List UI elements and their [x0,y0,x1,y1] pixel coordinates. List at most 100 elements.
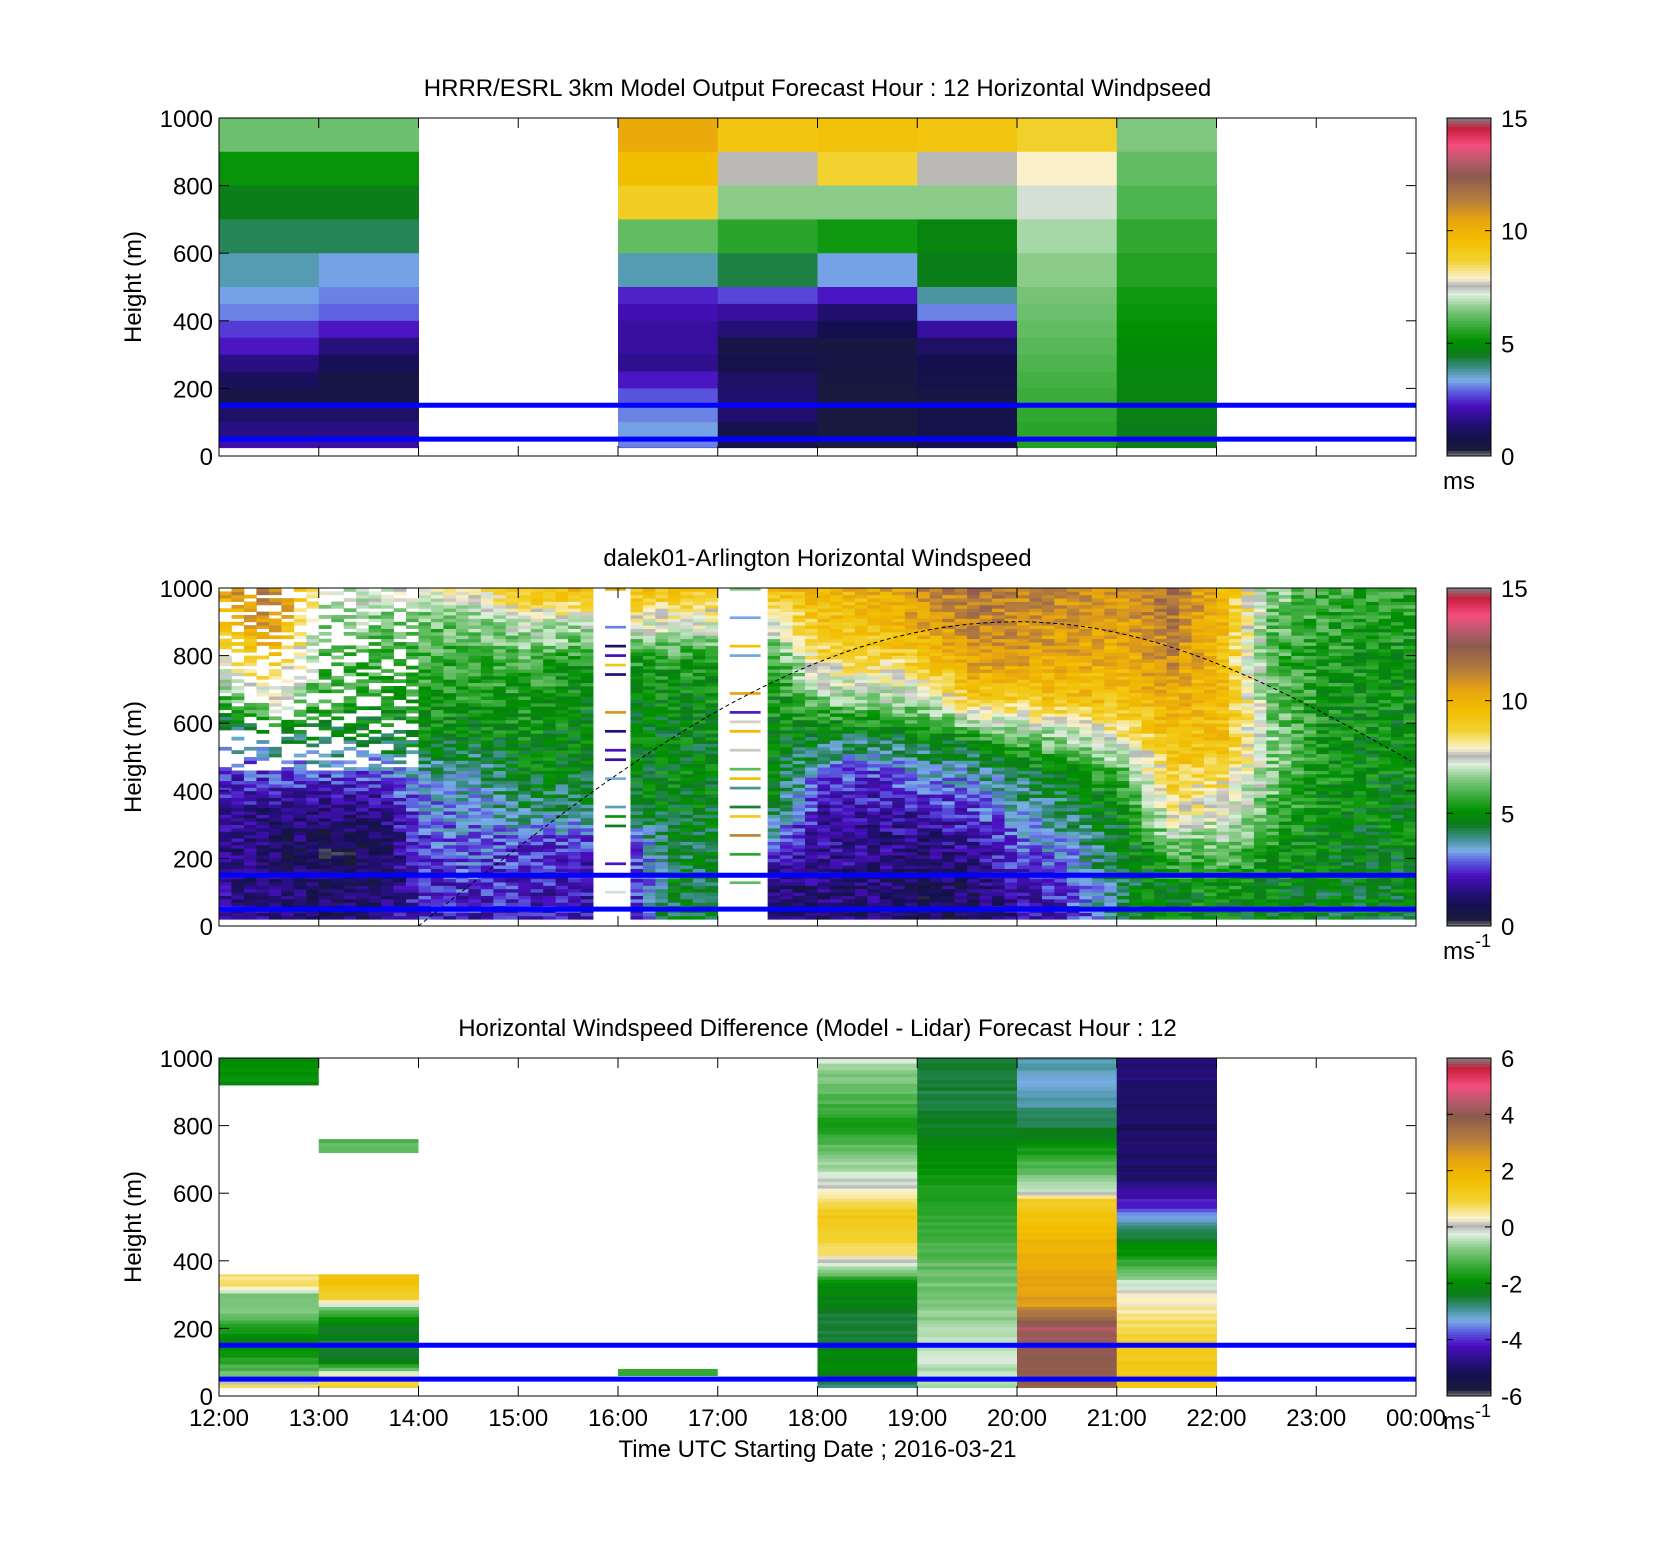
heatmap-cell [917,185,1018,220]
heatmap-cell [904,648,918,653]
heatmap-cell [505,811,519,815]
heatmap-cell [568,709,581,714]
heatmap-cell [680,777,694,782]
heatmap-cell [356,902,370,907]
heatmap-cell [667,615,681,619]
heatmap-cell [842,851,856,856]
heatmap-cell [929,855,943,859]
heatmap-cell [817,662,831,667]
heatmap-cell [692,726,706,731]
heatmap-cell [867,713,881,717]
heatmap-cell [568,902,581,907]
heatmap-cell [343,696,357,700]
heatmap-cell [642,888,656,893]
heatmap-cell [854,770,868,775]
heatmap-cell [667,814,681,819]
heatmap-cell [817,219,918,254]
heatmap-cell [530,895,544,900]
heatmap-cell [805,706,818,711]
heatmap-cell [493,757,507,761]
heatmap-cell [867,898,881,903]
heatmap-cell [829,625,843,629]
heatmap-cell [356,888,370,893]
heatmap-cell [618,337,719,356]
heatmap-cell [580,898,594,903]
heatmap-cell [829,635,843,640]
heatmap-cell [904,628,918,633]
heatmap-cell [805,645,818,650]
heatmap-cell [356,591,370,596]
heatmap-cell [418,740,432,744]
heatmap-cell [767,787,781,792]
heatmap-cell [368,851,382,856]
heatmap-cell [219,726,232,731]
heatmap-cell [281,770,295,775]
heatmap-cell [356,750,370,755]
heatmap-cell [505,699,519,704]
heatmap-cell [231,844,245,849]
heatmap-cell [817,679,831,684]
colorbar-swatch [1447,394,1491,398]
heatmap-cell [343,615,357,619]
heatmap-cell [792,790,806,795]
heatmap-cell [942,686,956,690]
heatmap-cell [942,682,956,687]
heatmap-cell [580,858,594,863]
heatmap-cell [829,743,843,748]
heatmap-cell [780,814,793,819]
heatmap-cell [306,865,320,869]
heatmap-cell [455,608,469,613]
heatmap-cell [667,824,681,829]
heatmap-cell [256,912,270,917]
heatmap-cell [518,679,532,684]
heatmap-cell [393,851,407,856]
heatmap-cell [854,702,868,707]
heatmap-cell [493,865,507,869]
heatmap-cell [929,618,943,623]
heatmap-cell [917,439,1018,449]
heatmap-cell [468,652,482,656]
colorbar-swatch [1447,174,1491,178]
heatmap-cell [430,912,444,917]
heatmap-cell [680,733,694,738]
heatmap-cell [530,645,544,650]
heatmap-cell [929,844,943,849]
heatmap-cell [493,682,507,687]
colorbar-swatch [1447,163,1491,167]
heatmap-cell [505,827,519,832]
heatmap-cell [455,672,469,677]
heatmap-cell [493,787,507,792]
heatmap-cell [243,814,257,819]
heatmap-cell [468,608,482,613]
heatmap-cell [430,760,444,765]
heatmap-cell [680,682,694,687]
heatmap-cell [767,662,781,667]
heatmap-cell [842,611,856,616]
heatmap-cell [555,780,569,785]
heatmap-cell [568,618,581,623]
heatmap-cell [892,699,906,704]
heatmap-cell [480,807,494,812]
heatmap-cell [343,726,357,731]
heatmap-cell [231,689,245,694]
heatmap-cell [480,750,494,755]
heatmap-cell [917,834,931,839]
heatmap-cell [505,855,519,859]
heatmap-cell [642,858,656,863]
heatmap-cell [842,861,856,866]
heatmap-cell [256,885,270,890]
heatmap-cell [917,844,931,849]
heatmap-cell [219,824,232,829]
heatmap-cell [792,635,806,640]
y-tick-label: 0 [200,444,213,471]
heatmap-cell [667,834,681,839]
heatmap-cell [268,635,282,640]
heatmap-cell [854,777,868,782]
heatmap-cell [468,686,482,690]
heatmap-cell [680,746,694,751]
heatmap-cell [929,696,943,700]
heatmap-cell [904,669,918,673]
heatmap-cell [667,618,681,623]
heatmap-cell [318,699,332,704]
heatmap-cell [443,713,457,717]
